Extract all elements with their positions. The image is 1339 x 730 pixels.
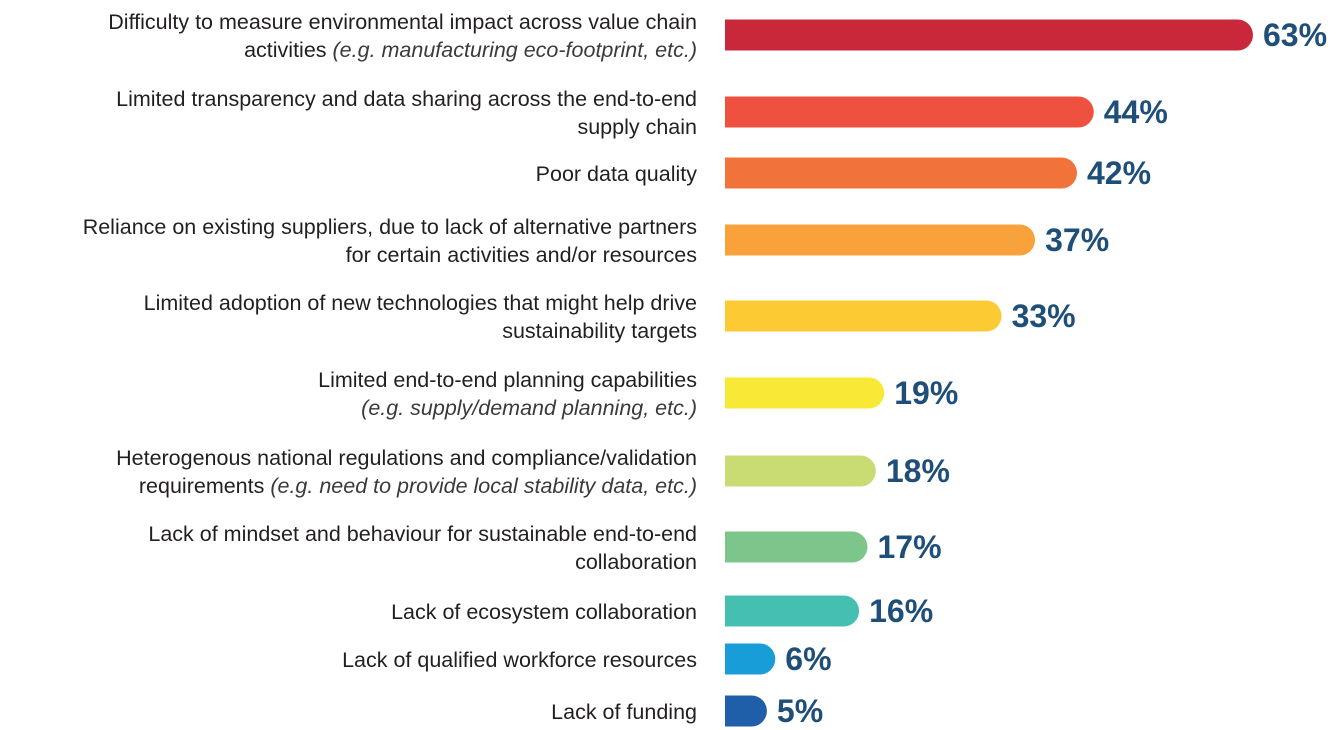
category-label-text: Lack of qualified workforce resources	[342, 648, 697, 672]
category-label: activities (e.g. manufacturing eco-footp…	[244, 38, 697, 62]
bar	[725, 19, 1253, 51]
category-label-note: (e.g. manufacturing eco-footprint, etc.)	[333, 38, 697, 62]
category-label: Lack of funding	[551, 700, 697, 724]
bar	[725, 96, 1094, 128]
category-label-text: Difficulty to measure environmental impa…	[108, 10, 697, 34]
bar	[725, 377, 885, 409]
bar-row: Limited transparency and data sharing ac…	[116, 87, 1168, 139]
bar-row: Lack of funding 5%	[551, 693, 823, 729]
bar-row: Reliance on existing suppliers, due to l…	[83, 215, 1109, 267]
category-label: (e.g. supply/demand planning, etc.)	[361, 396, 697, 420]
value-label: 6%	[785, 641, 831, 677]
category-label-text: collaboration	[575, 550, 697, 574]
category-label-note: (e.g. need to provide local stability da…	[270, 474, 697, 498]
category-label-text: Lack of ecosystem collaboration	[391, 600, 697, 624]
bar	[725, 595, 860, 627]
bar-row: Limited adoption of new technologies tha…	[144, 291, 1076, 343]
category-label: sustainability targets	[502, 319, 697, 343]
category-label-text: supply chain	[577, 115, 697, 139]
category-label-text: Poor data quality	[536, 162, 698, 186]
bar	[725, 643, 776, 675]
bar-row: Heterogenous national regulations and co…	[116, 446, 950, 498]
bar	[725, 695, 767, 727]
category-label-text: for certain activities and/or resources	[346, 243, 697, 267]
bar	[725, 224, 1036, 256]
category-label: Heterogenous national regulations and co…	[116, 446, 697, 470]
value-label: 33%	[1012, 298, 1076, 334]
value-label: 16%	[869, 593, 933, 629]
category-label-text: requirements	[139, 474, 270, 498]
bar-row: Lack of qualified workforce resources 6%	[342, 641, 831, 677]
bar	[725, 531, 868, 563]
category-label-text: Lack of funding	[551, 700, 697, 724]
category-label: Limited end-to-end planning capabilities	[318, 368, 697, 392]
bar	[725, 455, 876, 487]
value-label: 19%	[894, 375, 958, 411]
value-label: 37%	[1045, 222, 1109, 258]
category-label: for certain activities and/or resources	[346, 243, 697, 267]
category-label: Poor data quality	[536, 162, 698, 186]
category-label-text: activities	[244, 38, 332, 62]
value-label: 42%	[1087, 155, 1151, 191]
category-label-text: Lack of mindset and behaviour for sustai…	[148, 522, 697, 546]
bar	[725, 300, 1002, 332]
bar-row: Poor data quality 42%	[536, 155, 1151, 191]
category-label: Lack of qualified workforce resources	[342, 648, 697, 672]
category-label: Limited transparency and data sharing ac…	[116, 87, 697, 111]
category-label: requirements (e.g. need to provide local…	[139, 474, 697, 498]
category-label-text: Limited transparency and data sharing ac…	[116, 87, 697, 111]
category-label: collaboration	[575, 550, 697, 574]
value-label: 18%	[886, 453, 950, 489]
category-label: Lack of ecosystem collaboration	[391, 600, 697, 624]
bar	[725, 157, 1077, 189]
value-label: 44%	[1104, 94, 1168, 130]
value-label: 17%	[877, 529, 941, 565]
bar-row: Limited end-to-end planning capabilities…	[318, 368, 958, 420]
value-label: 63%	[1263, 17, 1327, 53]
category-label-text: Reliance on existing suppliers, due to l…	[83, 215, 697, 239]
bar-row: Difficulty to measure environmental impa…	[108, 10, 1327, 62]
category-label-text: sustainability targets	[502, 319, 697, 343]
category-label: supply chain	[577, 115, 697, 139]
category-label: Limited adoption of new technologies tha…	[144, 291, 697, 315]
category-label-text: Limited adoption of new technologies tha…	[144, 291, 697, 315]
category-label-note: (e.g. supply/demand planning, etc.)	[361, 396, 697, 420]
bar-row: Lack of ecosystem collaboration 16%	[391, 593, 933, 629]
value-label: 5%	[777, 693, 823, 729]
category-label-text: Heterogenous national regulations and co…	[116, 446, 697, 470]
category-label-text: Limited end-to-end planning capabilities	[318, 368, 697, 392]
category-label: Difficulty to measure environmental impa…	[108, 10, 697, 34]
category-label: Lack of mindset and behaviour for sustai…	[148, 522, 697, 546]
bar-row: Lack of mindset and behaviour for sustai…	[148, 522, 941, 574]
category-label: Reliance on existing suppliers, due to l…	[83, 215, 697, 239]
